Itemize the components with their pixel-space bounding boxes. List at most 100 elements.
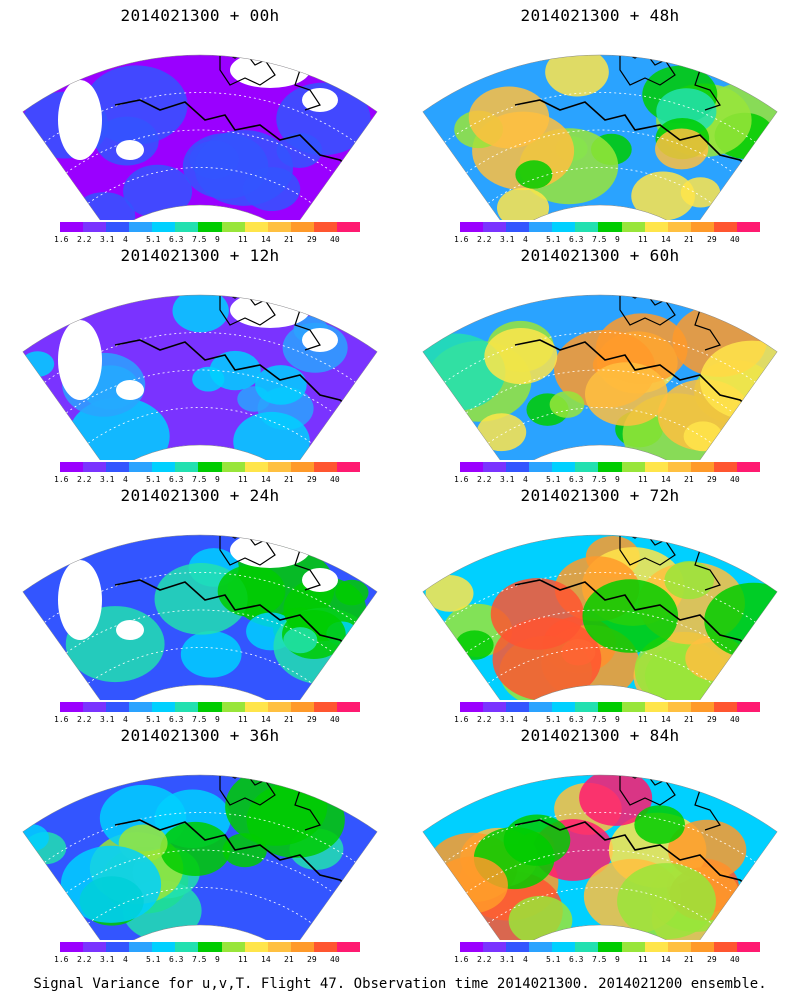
colorbar-ticks: 1.6 2.2 3.1 4 5.1 6.3 7.5 9 11 14 21 29 40 [54, 955, 354, 965]
no-data-region [58, 320, 102, 400]
colorbar-swatch [506, 222, 530, 232]
variance-contour [515, 160, 553, 189]
colorbar-tick-label: 9 [215, 955, 220, 964]
variance-map [22, 294, 378, 460]
colorbar-tick-label: 6.3 [569, 955, 584, 964]
colorbar-tick-label: 5.1 [146, 715, 161, 724]
colorbar-ticks: 1.6 2.2 3.1 4 5.1 6.3 7.5 9 11 14 21 29 40 [454, 475, 754, 485]
colorbar-swatch [690, 462, 714, 472]
colorbar-tick-label: 3.1 [500, 715, 515, 724]
latitude-line [66, 129, 334, 174]
colorbar-swatch [83, 702, 107, 712]
coastline [114, 579, 366, 661]
colorbar-tick-label: 21 [684, 955, 694, 964]
colorbar-swatch [552, 702, 576, 712]
panel-title: 2014021300 + 60h [520, 246, 680, 265]
panel-title: 2014021300 + 72h [520, 486, 680, 505]
colorbar-tick-label: 6.3 [169, 475, 184, 484]
no-data-region [230, 294, 310, 328]
no-data-region [116, 140, 144, 160]
colorbar-tick-label: 6.3 [169, 715, 184, 724]
colorbar-swatch [198, 462, 222, 472]
colorbar-swatch [175, 942, 199, 952]
colorbar-swatch [221, 942, 245, 952]
variance-contour [655, 128, 709, 170]
colorbar-tick-label: 9 [215, 475, 220, 484]
colorbar-swatch [644, 942, 668, 952]
variance-contour [123, 164, 193, 218]
colorbar-tick-label: 3.1 [100, 475, 115, 484]
no-data-region [302, 88, 338, 112]
colorbar-swatch [198, 702, 222, 712]
variance-contour [579, 774, 653, 826]
variance-contour [194, 130, 294, 206]
coastline [514, 819, 766, 901]
colorbar-swatch [667, 702, 691, 712]
colorbar-tick-label: 14 [261, 475, 271, 484]
colorbar-tick-label: 3.1 [500, 235, 515, 244]
variance-contour [492, 617, 602, 700]
variance-contour [699, 340, 778, 421]
colorbar-tick-label: 6.3 [569, 235, 584, 244]
no-data-region [58, 80, 102, 160]
colorbar-tick-label: 11 [638, 715, 648, 724]
colorbar-ticks: 1.6 2.2 3.1 4 5.1 6.3 7.5 9 11 14 21 29 40 [454, 235, 754, 245]
variance-contour [704, 582, 778, 659]
colorbar-swatch [106, 222, 130, 232]
colorbar-tick-label: 14 [661, 715, 671, 724]
colorbar-swatch [152, 942, 176, 952]
panel-title: 2014021300 + 36h [120, 726, 280, 745]
colorbar-tick-label: 3.1 [100, 955, 115, 964]
colorbar-tick-label: 9 [615, 955, 620, 964]
variance-map [422, 54, 778, 220]
colorbar-tick-label: 5.1 [146, 475, 161, 484]
colorbar-tick-label: 9 [215, 235, 220, 244]
no-data-region [116, 620, 144, 640]
colorbar-swatch [83, 462, 107, 472]
variance-contour [582, 579, 679, 653]
colorbar [460, 462, 761, 472]
colorbar-swatch [529, 222, 553, 232]
colorbar-tick-label: 14 [261, 235, 271, 244]
colorbar-tick-label: 7.5 [192, 955, 207, 964]
colorbar-swatch [575, 942, 599, 952]
colorbar-ticks: 1.6 2.2 3.1 4 5.1 6.3 7.5 9 11 14 21 29 40 [454, 955, 754, 965]
variance-contour [476, 413, 527, 452]
colorbar-tick-label: 6.3 [569, 715, 584, 724]
variance-contour [60, 845, 162, 923]
colorbar-swatch [506, 702, 530, 712]
colorbar-swatch [313, 222, 337, 232]
colorbar-tick-label: 5.1 [546, 955, 561, 964]
no-data-region [230, 534, 310, 568]
colorbar-swatch [244, 222, 268, 232]
colorbar-swatch [152, 222, 176, 232]
no-data-region [302, 568, 338, 592]
colorbar-tick-label: 7.5 [192, 715, 207, 724]
colorbar-tick-label: 3.1 [500, 955, 515, 964]
colorbar-tick-label: 21 [284, 235, 294, 244]
colorbar-swatch [83, 222, 107, 232]
colorbar-swatch [690, 942, 714, 952]
map-panel-p00: 2014021300 + 00h 1.6 2.2 3.1 4 5.1 6.3 7.5 9 11 14… [0, 0, 400, 244]
colorbar-swatch [336, 462, 361, 472]
colorbar-swatch [175, 702, 199, 712]
colorbar-tick-label: 21 [684, 715, 694, 724]
variance-map [422, 774, 778, 940]
variance-contour [634, 805, 685, 845]
latitude-line [444, 812, 756, 863]
latitude-line [487, 887, 713, 924]
colorbar-tick-label: 11 [238, 715, 248, 724]
colorbar-tick-label: 6.3 [169, 235, 184, 244]
no-data-region [116, 380, 144, 400]
colorbar-swatch [106, 702, 130, 712]
variance-contour [225, 774, 328, 846]
latitude-line [466, 129, 734, 174]
latitude-line [87, 887, 313, 924]
colorbar-tick-label: 11 [638, 235, 648, 244]
variance-map [422, 294, 778, 460]
colorbar-tick-label: 14 [261, 715, 271, 724]
colorbar-tick-label: 40 [730, 235, 740, 244]
colorbar-tick-label: 4 [123, 715, 128, 724]
colorbar-tick-label: 5.1 [546, 235, 561, 244]
colorbar-swatch [644, 462, 668, 472]
